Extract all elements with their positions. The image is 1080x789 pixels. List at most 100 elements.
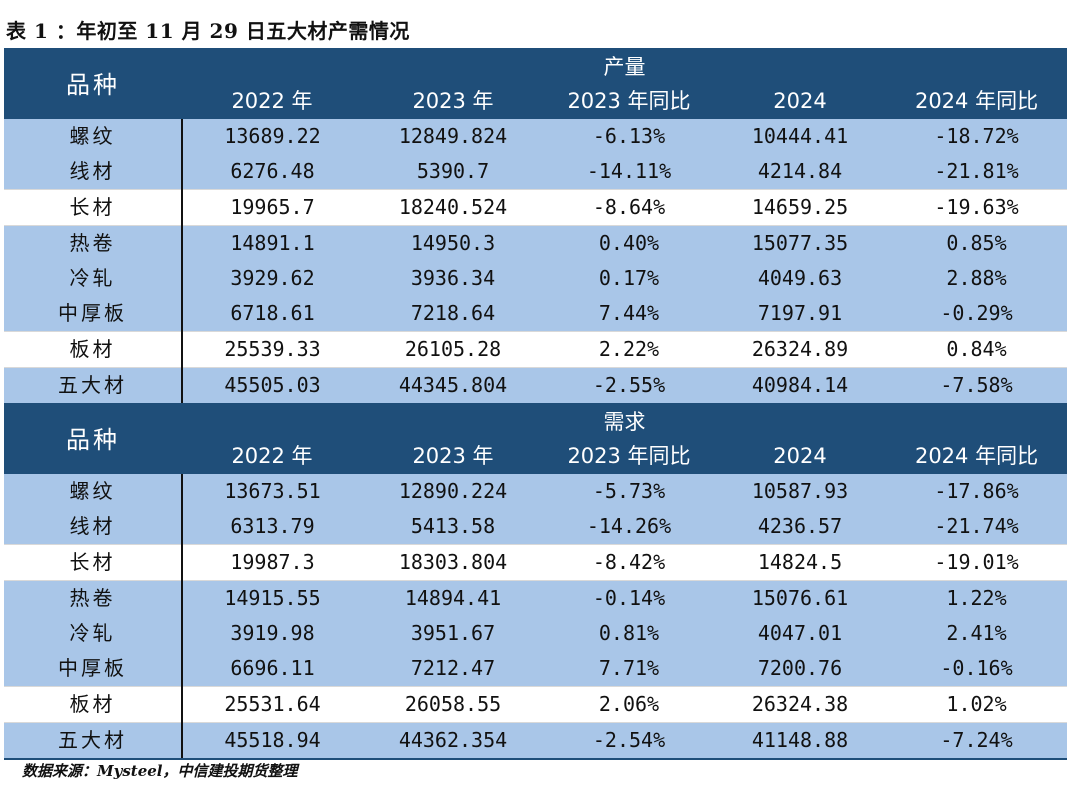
row-value-cell: 6313.79 [182, 509, 362, 545]
table-row: 板材 25539.33 26105.28 2.22% 26324.89 0.84% [4, 331, 1068, 368]
row-value-cell: 40984.14 [714, 367, 886, 405]
row-value-cell: 10444.41 [714, 119, 886, 154]
row-value-cell: -2.55% [544, 367, 714, 405]
row-variety-name: 线材 [4, 509, 183, 545]
row-value-cell: -0.16% [886, 651, 1068, 687]
row-value-cell: -17.86% [886, 474, 1068, 509]
row-value-cell: -21.74% [886, 509, 1068, 545]
table-row: 中厚板 6718.61 7218.64 7.44% 7197.91 -0.29% [4, 296, 1068, 332]
row-variety-name: 五大材 [4, 367, 183, 405]
row-value-cell: 19987.3 [182, 544, 362, 581]
table-row: 线材 6276.48 5390.7 -14.11% 4214.84 -21.81% [4, 154, 1068, 190]
table-row: 长材 19965.7 18240.524 -8.64% 14659.25 -19.63% [4, 189, 1068, 226]
table-row: 冷轧 3919.98 3951.67 0.81% 4047.01 2.41% [4, 616, 1068, 651]
supply-demand-table: 品种 产量 2022 年 2023 年 2023 年同比 2024 2024 年同比 螺纹 13… [4, 48, 1068, 760]
table-row: 冷轧 3929.62 3936.34 0.17% 4049.63 2.88% [4, 261, 1068, 296]
row-value-cell: -19.63% [886, 189, 1068, 226]
row-variety-name: 热卷 [4, 580, 183, 616]
row-value-cell: 12890.224 [362, 474, 544, 509]
row-value-cell: -0.29% [886, 296, 1068, 332]
column-header: 2022 年 [182, 84, 362, 119]
row-value-cell: -8.64% [544, 189, 714, 226]
row-value-cell: 26105.28 [362, 331, 544, 368]
column-header: 2024 年同比 [886, 439, 1068, 474]
row-value-cell: 15077.35 [714, 225, 886, 261]
column-header-row: 2022 年 2023 年 2023 年同比 2024 2024 年同比 [4, 439, 1068, 474]
row-variety-name: 五大材 [4, 722, 183, 760]
row-value-cell: 0.84% [886, 331, 1068, 368]
row-variety-name: 长材 [4, 189, 183, 226]
row-value-cell: 2.06% [544, 686, 714, 723]
row-value-cell: 13689.22 [182, 119, 362, 154]
row-value-cell: 0.81% [544, 616, 714, 651]
row-value-cell: 25539.33 [182, 331, 362, 368]
table-body: 品种 产量 2022 年 2023 年 2023 年同比 2024 2024 年同比 螺纹 13… [4, 49, 1068, 760]
variety-header: 品种 [4, 404, 182, 474]
row-value-cell: 7212.47 [362, 651, 544, 687]
row-value-cell: 12849.824 [362, 119, 544, 154]
row-value-cell: 14915.55 [182, 580, 362, 616]
row-value-cell: 44362.354 [362, 722, 544, 760]
row-value-cell: 4236.57 [714, 509, 886, 545]
row-value-cell: -5.73% [544, 474, 714, 509]
row-value-cell: 0.85% [886, 225, 1068, 261]
row-value-cell: 18303.804 [362, 544, 544, 581]
table-row: 热卷 14891.1 14950.3 0.40% 15077.35 0.85% [4, 225, 1068, 261]
source-note: 数据来源：Mysteel，中信建投期货整理 [22, 762, 298, 780]
table-row: 板材 25531.64 26058.55 2.06% 26324.38 1.02% [4, 686, 1068, 723]
row-value-cell: -8.42% [544, 544, 714, 581]
section-header-row: 品种 需求 [4, 404, 1068, 474]
row-value-cell: 44345.804 [362, 367, 544, 405]
row-value-cell: -0.14% [544, 580, 714, 616]
table-row: 长材 19987.3 18303.804 -8.42% 14824.5 -19.01% [4, 544, 1068, 581]
table-row: 线材 6313.79 5413.58 -14.26% 4236.57 -21.74% [4, 509, 1068, 545]
row-variety-name: 中厚板 [4, 651, 183, 687]
row-value-cell: 14891.1 [182, 225, 362, 261]
row-variety-name: 冷轧 [4, 616, 183, 651]
row-value-cell: 7.71% [544, 651, 714, 687]
row-value-cell: 5390.7 [362, 154, 544, 190]
row-variety-name: 冷轧 [4, 261, 183, 296]
table-row: 螺纹 13673.51 12890.224 -5.73% 10587.93 -17.86% [4, 474, 1068, 509]
row-variety-name: 长材 [4, 544, 183, 581]
row-variety-name: 热卷 [4, 225, 183, 261]
row-variety-name: 螺纹 [4, 119, 183, 154]
row-value-cell: 26324.89 [714, 331, 886, 368]
table-row: 中厚板 6696.11 7212.47 7.71% 7200.76 -0.16% [4, 651, 1068, 687]
row-value-cell: 1.02% [886, 686, 1068, 723]
row-value-cell: 0.17% [544, 261, 714, 296]
section-label: 需求 [182, 404, 1068, 439]
row-value-cell: 7200.76 [714, 651, 886, 687]
row-value-cell: 3951.67 [362, 616, 544, 651]
row-value-cell: 26324.38 [714, 686, 886, 723]
row-value-cell: 2.22% [544, 331, 714, 368]
row-value-cell: 45518.94 [182, 722, 362, 760]
table-title: 表 1 ：年初至 11 月 29 日五大材产需情况 [6, 19, 410, 43]
row-value-cell: 6276.48 [182, 154, 362, 190]
table-row: 五大材 45505.03 44345.804 -2.55% 40984.14 -7.58% [4, 367, 1068, 405]
row-value-cell: 6718.61 [182, 296, 362, 332]
column-header-row: 2022 年 2023 年 2023 年同比 2024 2024 年同比 [4, 84, 1068, 119]
row-value-cell: 13673.51 [182, 474, 362, 509]
row-value-cell: 7218.64 [362, 296, 544, 332]
row-value-cell: 2.88% [886, 261, 1068, 296]
row-value-cell: -7.58% [886, 367, 1068, 405]
row-variety-name: 线材 [4, 154, 183, 190]
row-value-cell: 7.44% [544, 296, 714, 332]
variety-header: 品种 [4, 49, 182, 119]
row-value-cell: 3929.62 [182, 261, 362, 296]
row-value-cell: 4214.84 [714, 154, 886, 190]
column-header: 2022 年 [182, 439, 362, 474]
row-value-cell: 41148.88 [714, 722, 886, 760]
row-value-cell: 3919.98 [182, 616, 362, 651]
column-header: 2024 [714, 439, 886, 474]
column-header: 2023 年同比 [544, 439, 714, 474]
row-value-cell: 6696.11 [182, 651, 362, 687]
row-value-cell: 19965.7 [182, 189, 362, 226]
row-value-cell: 14824.5 [714, 544, 886, 581]
row-value-cell: 0.40% [544, 225, 714, 261]
row-value-cell: 14950.3 [362, 225, 544, 261]
row-value-cell: 15076.61 [714, 580, 886, 616]
row-value-cell: 45505.03 [182, 367, 362, 405]
